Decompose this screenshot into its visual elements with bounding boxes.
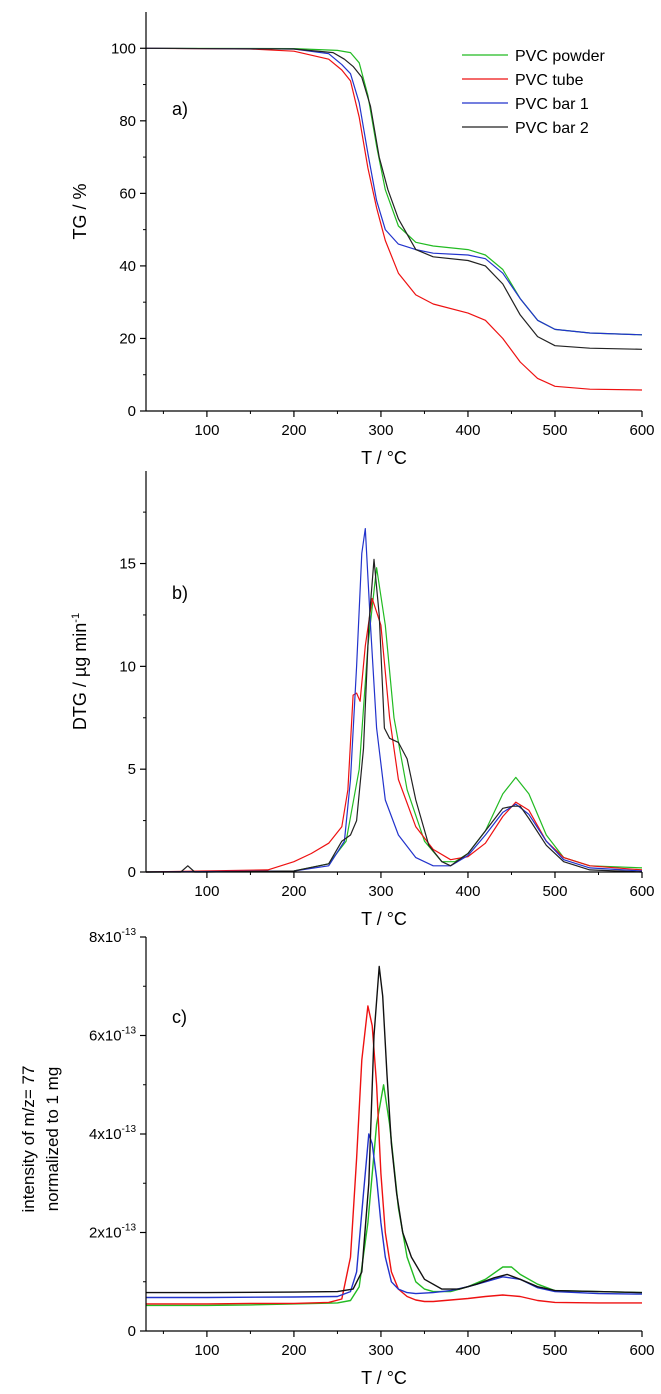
- x-tick-label: 500: [542, 883, 567, 900]
- series-line-pvc-bar-1: [146, 1133, 643, 1299]
- y-tick-label: 0: [128, 403, 136, 420]
- x-tick-label: 100: [194, 1342, 219, 1359]
- legend-label-pvc-tube: PVC tube: [515, 72, 584, 89]
- y-tick-exponent: -13: [122, 1026, 137, 1037]
- y-tick-exponent: -13: [122, 1124, 137, 1135]
- y-tick-label: 0: [128, 864, 136, 881]
- y-tick-base: 2x10: [89, 1225, 122, 1242]
- y-axis-title-exponent: -1: [70, 613, 82, 623]
- y-tick-label: 15: [119, 556, 136, 573]
- panel-label: c): [172, 1007, 187, 1027]
- y-axis-title: TG / %: [70, 183, 90, 239]
- y-tick-base: 8x10: [89, 929, 122, 946]
- y-axis-title-line: normalized to 1 mg: [43, 1067, 62, 1212]
- x-tick-label: 200: [281, 422, 306, 439]
- x-axis-title: T / °C: [361, 448, 407, 468]
- y-axis-title-main: TG / %: [70, 183, 90, 239]
- series-line-pvc-tube: [146, 1005, 642, 1305]
- x-tick-label: 400: [455, 422, 480, 439]
- series-line-pvc-bar-2: [146, 558, 643, 873]
- legend-label-pvc-bar-2: PVC bar 2: [515, 120, 589, 137]
- y-tick-label: 6x10-13: [89, 1026, 136, 1045]
- y-tick-label: 2x10-13: [89, 1223, 136, 1242]
- y-tick-label: 5: [128, 761, 136, 778]
- series-line-pvc-bar-2: [145, 47, 643, 350]
- legend: PVC powder PVC tube PVC bar 1 PVC bar 2: [462, 48, 605, 137]
- series-line-pvc-powder: [146, 1084, 643, 1307]
- y-tick-label: 40: [119, 258, 136, 275]
- x-tick-label: 500: [542, 422, 567, 439]
- y-tick-label: 10: [119, 658, 136, 675]
- series-line-pvc-tube: [145, 597, 643, 873]
- y-tick-label: 100: [111, 40, 136, 57]
- legend-label-pvc-powder: PVC powder: [515, 48, 605, 65]
- y-tick-label: 80: [119, 113, 136, 130]
- x-tick-label: 100: [194, 422, 219, 439]
- y-tick-label: 8x10-13: [89, 927, 136, 946]
- y-tick-exponent: -13: [122, 1223, 137, 1234]
- series-line-pvc-tube: [145, 47, 643, 391]
- y-axis-title-line: intensity of m/z= 77: [19, 1066, 38, 1213]
- x-tick-label: 300: [368, 1342, 393, 1359]
- series-line-pvc-bar-1: [145, 47, 643, 336]
- y-tick-base: 4x10: [89, 1126, 122, 1143]
- x-tick-label: 400: [455, 883, 480, 900]
- series-line-pvc-powder: [145, 567, 643, 873]
- x-tick-label: 600: [629, 422, 654, 439]
- legend-label-pvc-bar-1: PVC bar 1: [515, 96, 589, 113]
- y-axis-title: DTG / µg min-1: [70, 613, 90, 730]
- x-axis-title: T / °C: [361, 1368, 407, 1388]
- panel-c: 100 200 300 400 500 60002x10-134x10-136x10-13…: [19, 927, 655, 1388]
- x-tick-label: 600: [629, 1342, 654, 1359]
- y-tick-base: 0: [128, 1323, 136, 1340]
- series-line-pvc-powder: [145, 47, 643, 336]
- y-tick-exponent: -13: [122, 927, 137, 938]
- y-tick-label: 20: [119, 330, 136, 347]
- y-axis-title-main: DTG / µg min: [70, 623, 90, 730]
- series-line-pvc-bar-1: [145, 528, 643, 873]
- x-tick-label: 500: [542, 1342, 567, 1359]
- x-tick-label: 600: [629, 883, 654, 900]
- panel-label: a): [172, 99, 188, 119]
- y-tick-label: 0: [128, 1323, 136, 1340]
- x-tick-label: 200: [281, 883, 306, 900]
- x-tick-label: 200: [281, 1342, 306, 1359]
- panel-b: 100 200 300 400 500 600 0 5 10 15 T / °C DTG / µg m…: [70, 471, 655, 929]
- panel-label: b): [172, 583, 188, 603]
- x-tick-label: 400: [455, 1342, 480, 1359]
- y-tick-label: 4x10-13: [89, 1124, 136, 1143]
- series-line-pvc-bar-2: [146, 965, 643, 1294]
- x-axis-title: T / °C: [361, 909, 407, 929]
- panel-a: 100 200 300 400 500 600 0 20 40 60 80 100 T / °C TG /…: [70, 12, 655, 468]
- y-tick-base: 6x10: [89, 1028, 122, 1045]
- x-tick-label: 300: [368, 422, 393, 439]
- x-tick-label: 300: [368, 883, 393, 900]
- y-tick-label: 60: [119, 185, 136, 202]
- x-tick-label: 100: [194, 883, 219, 900]
